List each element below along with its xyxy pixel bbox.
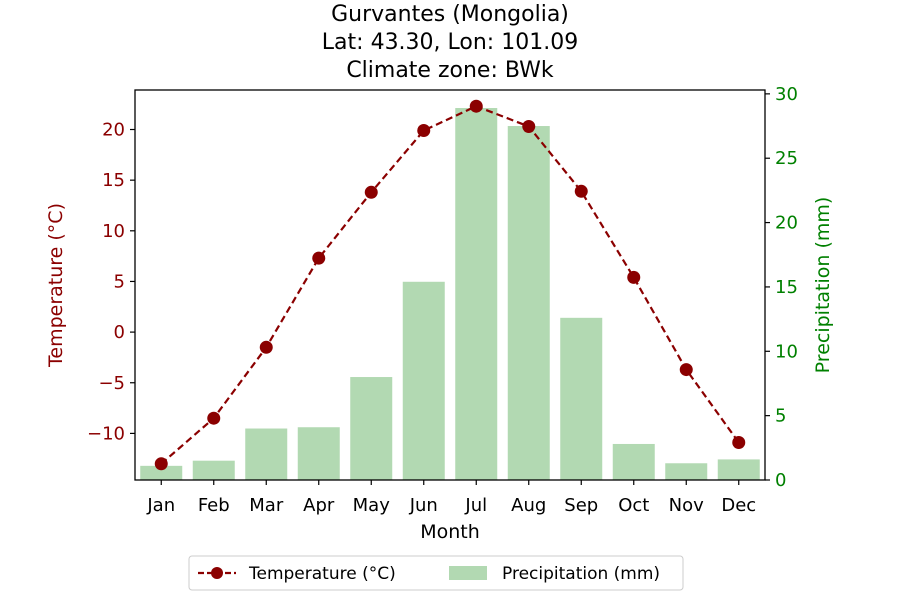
title-line-3: Climate zone: BWk [346,58,554,83]
temperature-point-apr [312,251,326,265]
precipitation-bar-oct [612,443,655,480]
x-tick-label: Oct [618,495,649,516]
precipitation-bars [140,108,760,480]
precipitation-tick-label: 30 [775,84,798,105]
x-tick-label: Nov [669,495,704,516]
x-axis: Jan Feb Mar Apr May Jun Jul Aug Sep Oct Nov Dec [146,480,756,516]
precipitation-bar-aug [507,126,550,480]
x-tick-label: Jul [464,495,487,516]
x-tick-label: Feb [198,495,230,516]
precipitation-bar-jul [455,108,498,480]
temperature-line [160,105,740,465]
temperature-axis: −10 −5 0 5 10 15 20 [87,120,135,444]
precipitation-tick-label: 10 [775,341,798,362]
x-tick-label: Jan [146,495,175,516]
temperature-tick-label: −5 [98,373,125,394]
x-tick-label: Mar [249,495,284,516]
precipitation-bar-mar [245,428,288,480]
precipitation-bar-apr [297,427,340,480]
x-tick-label: May [353,495,391,516]
x-tick-label: Jun [409,495,438,516]
temperature-tick-label: −10 [87,423,125,444]
x-axis-label: Month [420,521,480,543]
temperature-point-feb [207,411,221,425]
temperature-point-dec [732,436,746,450]
chart-title: Gurvantes (Mongolia) Lat: 43.30, Lon: 10… [322,2,578,83]
x-tick-label: Dec [721,495,756,516]
temperature-series [154,99,746,471]
legend-precipitation-swatch [449,566,487,580]
precipitation-bar-feb [192,460,235,480]
precipitation-tick-label: 0 [775,470,786,491]
temperature-tick-label: 0 [114,322,125,343]
temperature-point-nov [679,363,693,377]
temperature-tick-label: 5 [114,271,125,292]
temperature-point-aug [522,119,536,133]
precipitation-axis-label: Precipitation (mm) [812,197,834,374]
precipitation-bar-jun [402,281,445,480]
temperature-point-jun [417,124,431,138]
legend: Temperature (°C) Precipitation (mm) [188,555,684,591]
temperature-point-sep [574,184,588,198]
precipitation-axis: 0 5 10 15 20 25 30 [765,84,798,491]
temperature-point-oct [627,270,641,284]
temperature-tick-label: 10 [102,221,125,242]
temperature-tick-label: 20 [102,120,125,141]
title-line-1: Gurvantes (Mongolia) [331,2,569,27]
legend-precipitation-label: Precipitation (mm) [502,564,660,584]
precipitation-bar-may [350,377,393,480]
title-line-2: Lat: 43.30, Lon: 101.09 [322,30,578,55]
temperature-axis-label: Temperature (°C) [45,203,67,368]
temperature-point-jul [469,99,483,113]
precipitation-tick-label: 15 [775,277,798,298]
precipitation-bar-nov [665,463,708,480]
legend-temperature-marker [211,567,223,579]
x-tick-label: Apr [303,495,335,516]
temperature-point-mar [259,340,273,354]
x-tick-label: Aug [511,495,546,516]
legend-temperature-label: Temperature (°C) [248,564,396,584]
temperature-tick-label: 15 [102,170,125,191]
precipitation-tick-label: 20 [775,213,798,234]
precipitation-bar-sep [560,317,603,480]
temperature-point-may [364,185,378,199]
precipitation-bar-jan [140,465,183,480]
precipitation-tick-label: 25 [775,148,798,169]
plot-area-frame [134,89,766,481]
precipitation-tick-label: 5 [775,406,786,427]
legend-box [188,555,684,591]
precipitation-bar-dec [717,459,760,480]
temperature-point-jan [154,457,168,471]
x-tick-label: Sep [564,495,598,516]
